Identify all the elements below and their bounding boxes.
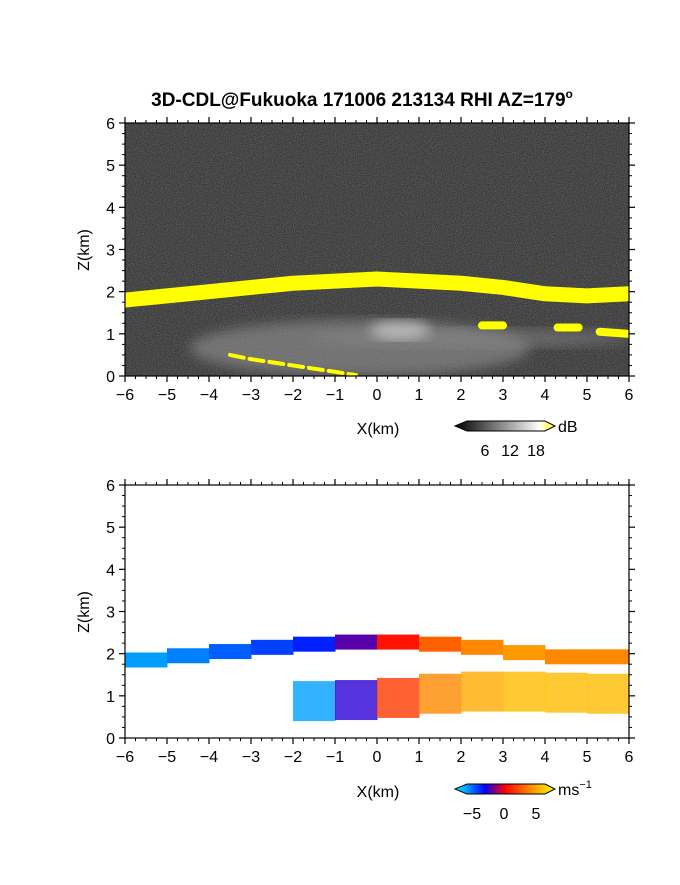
x-tick-label: −4: [200, 387, 218, 404]
y-tick-label: 0: [106, 731, 115, 748]
colorbar-tick: 0: [500, 806, 509, 823]
velocity-image: [125, 485, 629, 738]
y-tick-label: 2: [106, 647, 115, 664]
x-tick-label: 4: [541, 387, 550, 404]
backscatter-features: [125, 271, 629, 376]
velocity-cell: [251, 639, 294, 655]
x-tick-label: −1: [326, 749, 344, 766]
velocity-cell: [587, 649, 629, 665]
velocity-cell: [545, 672, 588, 713]
velocity-cell: [335, 634, 378, 650]
x-tick-label: 6: [625, 387, 634, 404]
x-tick-label: 6: [625, 749, 634, 766]
y-tick-label: 0: [106, 369, 115, 386]
velocity-cell: [503, 671, 546, 712]
velocity-cell: [503, 645, 546, 661]
velocity-cell: [377, 677, 420, 718]
x-tick-label: 2: [457, 749, 466, 766]
x-tick-label: 1: [415, 749, 424, 766]
velocity-colorbar: ms−1 −5 0 5: [453, 779, 592, 823]
y-tick-label: 6: [106, 116, 115, 133]
colorbar-tick: 18: [527, 443, 545, 460]
x-tick-label: −6: [116, 387, 134, 404]
velocity-ticks: −6 −5 −4 −3 −2 −1 0 1 2 3 4 5 6 0 1 2 3 4 5 6: [106, 478, 635, 766]
chart-title: 3D-CDL@Fukuoka 171006 213134 RHI AZ=179o: [151, 87, 573, 111]
backscatter-feature: [228, 352, 358, 376]
colorbar-tick: 6: [481, 443, 490, 460]
x-tick-label: 3: [499, 387, 508, 404]
backscatter-colorbar: dB 6 12 18: [453, 419, 578, 460]
x-axis-label: X(km): [357, 421, 400, 438]
y-tick-label: 5: [106, 158, 115, 175]
velocity-cell: [377, 634, 420, 650]
y-tick-label: 1: [106, 327, 115, 344]
x-tick-label: −6: [116, 749, 134, 766]
y-tick-label: 3: [106, 605, 115, 622]
x-tick-label: −3: [242, 387, 260, 404]
velocity-cell: [461, 639, 504, 655]
velocity-cell: [587, 673, 629, 714]
x-tick-label: −2: [284, 749, 302, 766]
colorbar-unit: ms−1: [558, 779, 592, 799]
x-tick-label: 1: [415, 387, 424, 404]
velocity-features: [125, 634, 629, 722]
colorbar-tick: 12: [501, 443, 519, 460]
y-tick-label: 2: [106, 285, 115, 302]
x-tick-label: 5: [583, 387, 592, 404]
velocity-cell: [125, 652, 168, 668]
backscatter-feature: [125, 271, 629, 308]
backscatter-feature: [595, 327, 629, 338]
velocity-cell: [461, 671, 504, 712]
velocity-cell: [293, 636, 336, 652]
y-axis-label: Z(km): [76, 229, 93, 271]
x-tick-label: −1: [326, 387, 344, 404]
velocity-cell: [335, 680, 378, 721]
backscatter-ticks: −6 −5 −4 −3 −2 −1 0 1 2 3 4 5 6 0 1 2 3 4 5 6: [106, 116, 635, 404]
colorbar-tick: −5: [463, 806, 481, 823]
colorbar-tick: 5: [532, 806, 541, 823]
x-axis-label: X(km): [357, 784, 400, 801]
velocity-cell: [293, 681, 336, 722]
x-tick-label: −4: [200, 749, 218, 766]
x-tick-label: −5: [158, 749, 176, 766]
y-tick-label: 3: [106, 243, 115, 260]
x-tick-label: 0: [373, 387, 382, 404]
x-tick-label: 5: [583, 749, 592, 766]
x-tick-label: −5: [158, 387, 176, 404]
x-tick-label: 0: [373, 749, 382, 766]
x-tick-label: 3: [499, 749, 508, 766]
velocity-cell: [419, 636, 462, 652]
y-tick-label: 4: [106, 200, 115, 217]
x-tick-label: 4: [541, 749, 550, 766]
velocity-panel: −6 −5 −4 −3 −2 −1 0 1 2 3 4 5 6 0 1 2 3 4 5 6 X(km) Z(km) m…: [76, 478, 635, 823]
x-tick-label: −2: [284, 387, 302, 404]
velocity-cell: [545, 649, 588, 665]
y-tick-label: 1: [106, 689, 115, 706]
y-axis-label: Z(km): [76, 591, 93, 633]
backscatter-image: [125, 123, 629, 376]
y-tick-label: 6: [106, 478, 115, 495]
velocity-cell: [209, 644, 252, 660]
x-tick-label: −3: [242, 749, 260, 766]
velocity-cell: [419, 673, 462, 714]
y-tick-label: 5: [106, 520, 115, 537]
velocity-cell: [167, 648, 210, 664]
y-tick-label: 4: [106, 562, 115, 579]
colorbar-unit: dB: [558, 419, 578, 436]
x-tick-label: 2: [457, 387, 466, 404]
